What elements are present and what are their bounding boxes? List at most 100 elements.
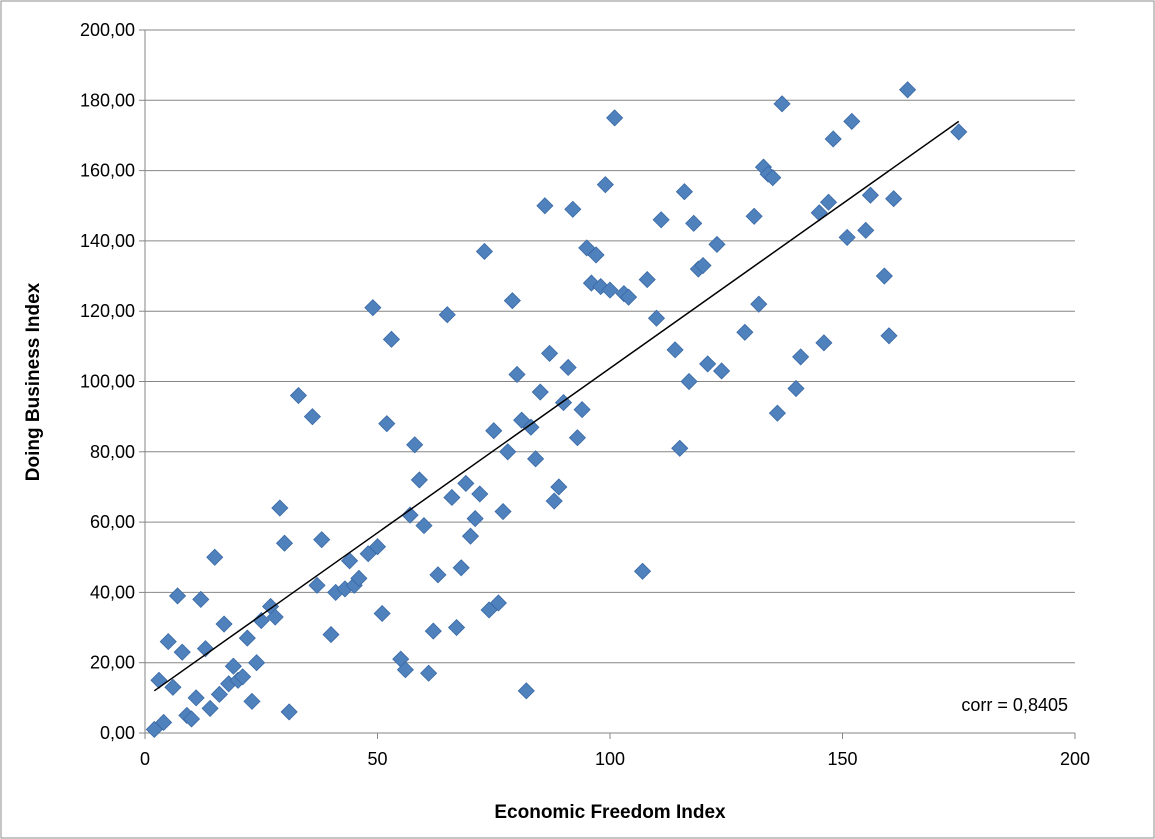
data-point — [224, 657, 242, 675]
data-point — [201, 699, 219, 717]
data-point — [308, 576, 326, 594]
trendline — [153, 120, 960, 692]
tick-labels: 0,00 20,00 40,00 60,00 80,00 100,00 120,00 140,… — [80, 20, 1090, 769]
data-point — [666, 341, 684, 359]
data-point — [843, 112, 861, 130]
x-tick-label: 0 — [140, 749, 150, 769]
data-point — [164, 678, 182, 696]
y-axis-title: Doing Business Index — [23, 282, 44, 481]
data-point — [406, 436, 424, 454]
data-point — [243, 692, 261, 710]
data-point — [764, 169, 782, 187]
data-point — [485, 422, 503, 440]
data-point — [680, 372, 698, 391]
data-point — [787, 379, 805, 398]
data-point — [596, 176, 614, 194]
data-point — [875, 267, 893, 285]
data-point — [494, 502, 512, 521]
data-point — [517, 682, 535, 700]
x-tick-label: 150 — [827, 749, 857, 769]
axes — [139, 29, 1076, 739]
data-point — [475, 242, 494, 261]
y-tick-label: 180,00 — [80, 90, 135, 110]
data-point — [159, 633, 177, 651]
data-point — [415, 517, 433, 535]
y-tick-label: 160,00 — [80, 161, 135, 181]
data-point — [461, 527, 480, 545]
correlation-annotation: corr = 0,8405 — [961, 695, 1068, 715]
data-point — [443, 488, 461, 507]
data-point — [155, 713, 173, 732]
data-point — [378, 415, 396, 433]
data-point — [745, 207, 763, 225]
data-point — [266, 608, 284, 626]
data-point — [564, 200, 582, 218]
data-point — [396, 661, 414, 679]
data-point — [289, 386, 308, 405]
x-tick-label: 50 — [367, 749, 387, 769]
data-point — [503, 292, 521, 310]
data-point — [368, 538, 387, 556]
data-point — [861, 186, 879, 204]
x-tick-label: 200 — [1060, 749, 1090, 769]
y-tick-label: 200,00 — [80, 20, 135, 40]
data-point — [573, 401, 591, 419]
data-point — [275, 534, 294, 552]
data-point — [713, 362, 731, 380]
data-point — [173, 643, 191, 661]
data-point — [280, 703, 298, 721]
y-tick-label: 40,00 — [90, 582, 135, 602]
data-point — [206, 548, 224, 566]
data-points — [145, 81, 968, 739]
data-point — [489, 594, 507, 612]
data-point — [880, 327, 898, 345]
data-point — [215, 615, 233, 633]
data-point — [182, 710, 201, 728]
data-point — [601, 281, 619, 299]
data-point — [508, 365, 526, 384]
trendline-group — [153, 120, 960, 692]
data-point — [350, 569, 368, 587]
x-axis-title: Economic Freedom Index — [494, 802, 726, 823]
data-point — [429, 566, 447, 584]
data-point — [410, 471, 428, 489]
data-point — [271, 499, 289, 517]
data-point — [545, 492, 563, 510]
data-point — [471, 485, 489, 503]
data-point — [168, 587, 187, 605]
data-point — [638, 270, 656, 289]
data-point — [234, 668, 252, 686]
data-point — [685, 214, 703, 232]
y-tick-label: 60,00 — [90, 512, 135, 532]
data-point — [838, 228, 856, 246]
data-point — [536, 197, 554, 215]
data-point — [466, 510, 484, 528]
data-point — [438, 306, 456, 324]
data-point — [540, 344, 559, 362]
data-point — [587, 246, 605, 264]
data-point — [736, 323, 754, 341]
data-point — [620, 288, 638, 306]
data-point — [401, 506, 419, 524]
data-point — [550, 478, 568, 496]
data-point — [364, 299, 382, 317]
data-point — [382, 330, 401, 348]
y-tick-label: 0,00 — [100, 723, 135, 743]
data-point — [248, 654, 266, 672]
gridlines — [145, 29, 1075, 664]
data-point — [447, 618, 466, 637]
data-point — [819, 193, 838, 211]
data-point — [815, 334, 833, 352]
y-tick-label: 140,00 — [80, 231, 135, 251]
data-point — [527, 450, 545, 468]
data-point — [647, 309, 666, 327]
data-point — [238, 629, 256, 647]
data-point — [452, 559, 470, 577]
data-point — [192, 590, 210, 608]
data-point — [252, 611, 270, 630]
data-point — [210, 685, 228, 703]
data-point — [531, 383, 549, 401]
data-point — [606, 109, 624, 127]
data-point — [457, 474, 475, 493]
data-point — [633, 562, 652, 580]
